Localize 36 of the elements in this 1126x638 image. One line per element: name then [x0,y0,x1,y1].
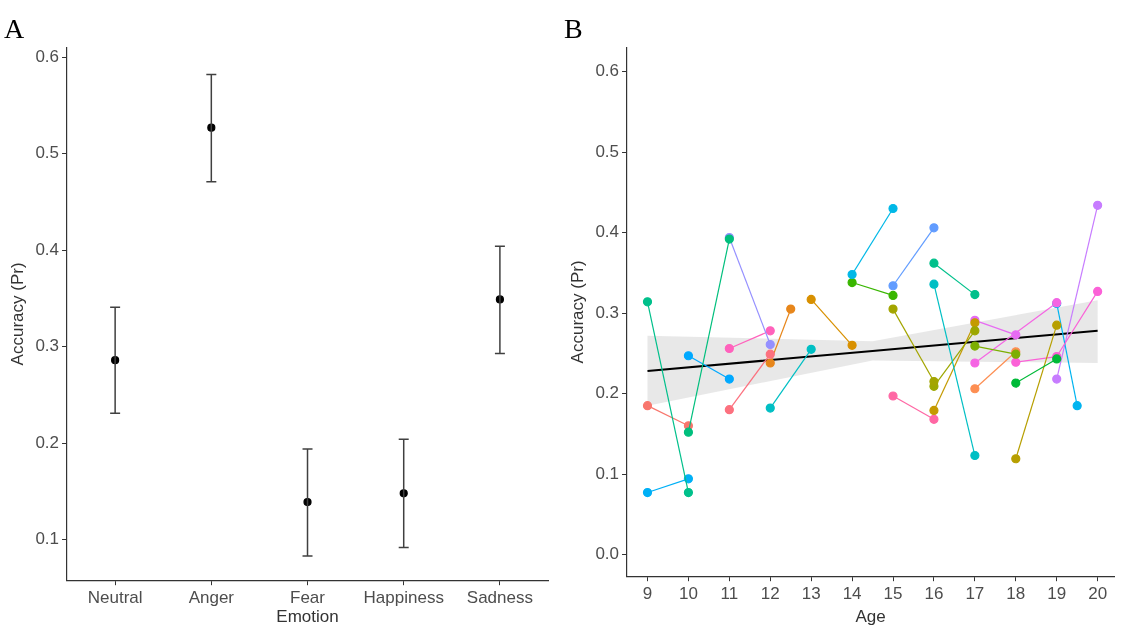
y-tick-label: 0.0 [595,544,620,564]
x-tick-label: 20 [1088,584,1108,604]
y-axis-title: Accuracy (Pr) [567,260,587,364]
x-tick-label: Sadness [466,588,533,608]
x-axis-title: Emotion [276,607,339,627]
x-tick-label: 19 [1047,584,1067,604]
y-tick-label: 0.1 [35,529,60,549]
y-tick-label: 0.1 [595,463,620,483]
x-tick-label: Fear [290,588,326,608]
x-axis-title: Age [855,607,886,627]
x-tick-label: Anger [188,588,235,608]
y-tick-label: 0.2 [595,383,620,403]
x-tick-label: 17 [965,584,985,604]
x-tick-label: 10 [678,584,698,604]
y-tick-label: 0.6 [35,46,60,66]
x-tick-label: 9 [642,584,653,604]
y-tick-label: 0.4 [35,239,60,259]
x-tick-label: Happiness [363,588,444,608]
x-tick-label: 18 [1006,584,1026,604]
x-tick-label: 13 [801,584,821,604]
chart-title: A [4,13,25,45]
x-tick-label: 16 [924,584,944,604]
x-tick-label: 11 [720,584,739,604]
x-tick-label: 15 [883,584,903,604]
y-tick-label: 0.5 [35,143,60,163]
y-tick-label: 0.3 [595,302,620,322]
y-tick-label: 0.3 [35,336,60,356]
y-tick-label: 0.6 [595,61,620,81]
x-tick-label: Neutral [87,588,143,608]
y-tick-label: 0.2 [35,432,60,452]
y-axis-title: Accuracy (Pr) [7,262,27,366]
x-tick-label: 12 [760,584,780,604]
y-tick-label: 0.5 [595,141,620,161]
y-tick-label: 0.4 [595,222,620,242]
x-tick-label: 14 [842,584,862,604]
chart-title: B [564,13,583,45]
